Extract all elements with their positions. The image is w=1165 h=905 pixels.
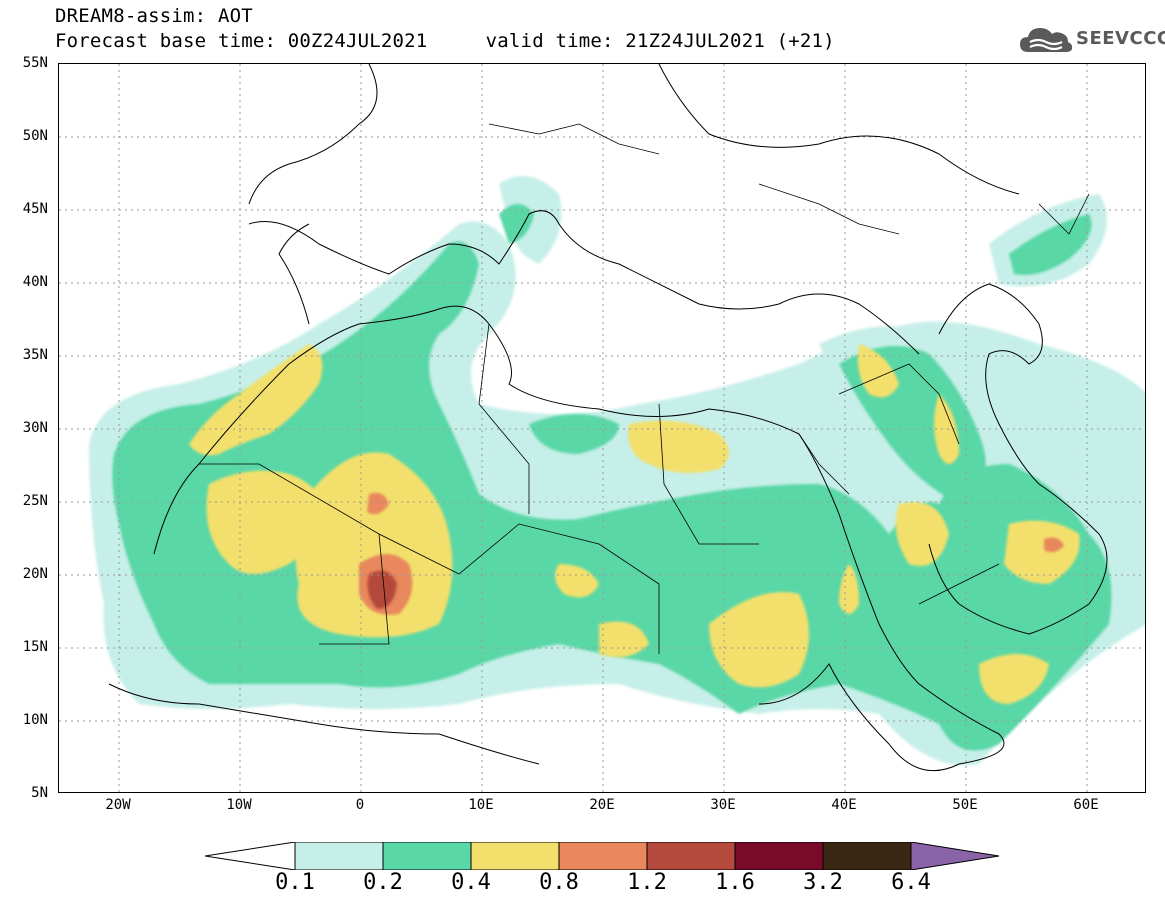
lat-label: 55N (22, 55, 48, 71)
lat-label: 10N (22, 712, 48, 728)
lon-label: 20E (589, 797, 615, 813)
map-title: DREAM8-assim: AOT (55, 5, 253, 27)
lon-label: 20W (105, 797, 131, 813)
lon-label: 10E (468, 797, 494, 813)
lat-label: 5N (31, 785, 48, 801)
lon-label: 0 (355, 797, 365, 813)
lat-label: 35N (22, 347, 48, 363)
colorbar-label: 0.1 (275, 870, 315, 895)
lon-label: 30E (710, 797, 736, 813)
lat-label: 50N (22, 128, 48, 144)
lat-label: 20N (22, 566, 48, 582)
colorbar-swatch (646, 842, 736, 870)
colorbar-label: 6.4 (891, 870, 931, 895)
lat-label: 30N (22, 420, 48, 436)
lat-label: 15N (22, 639, 48, 655)
colorbar-swatch (294, 842, 384, 870)
borders (199, 123, 1090, 654)
map-area (58, 63, 1146, 793)
colorbar-under-arrow (205, 842, 296, 870)
aot-0.4-field (189, 344, 1080, 704)
lat-label: 45N (22, 201, 48, 217)
colorbar-over-arrow (910, 842, 1000, 870)
colorbar-label: 0.4 (451, 870, 491, 895)
lon-grid (118, 64, 1088, 792)
colorbar-label: 1.2 (627, 870, 667, 895)
lon-label: 10W (226, 797, 252, 813)
colorbar-swatch (558, 842, 648, 870)
lon-label: 40E (831, 797, 857, 813)
aot-1.2-field (367, 570, 397, 609)
colorbar-label: 0.8 (539, 870, 579, 895)
colorbar-swatch (470, 842, 560, 870)
colorbar-label: 0.2 (363, 870, 403, 895)
colorbar-swatch (822, 842, 912, 870)
coastlines (108, 64, 1108, 772)
cloud-icon (1020, 28, 1073, 52)
lon-label: 50E (952, 797, 978, 813)
colorbar-swatch (734, 842, 824, 870)
logo-text: SEEVCCC (1076, 28, 1165, 49)
lat-label: 25N (22, 493, 48, 509)
colorbar-label: 3.2 (803, 870, 843, 895)
seevccc-logo: SEEVCCC (1018, 22, 1165, 58)
colorbar-swatch (382, 842, 472, 870)
lon-label: 60E (1073, 797, 1099, 813)
colorbar-label: 1.6 (715, 870, 755, 895)
lat-label: 40N (22, 274, 48, 290)
forecast-time-line: Forecast base time: 00Z24JUL2021 valid t… (55, 30, 835, 52)
colorbar (205, 842, 1000, 870)
